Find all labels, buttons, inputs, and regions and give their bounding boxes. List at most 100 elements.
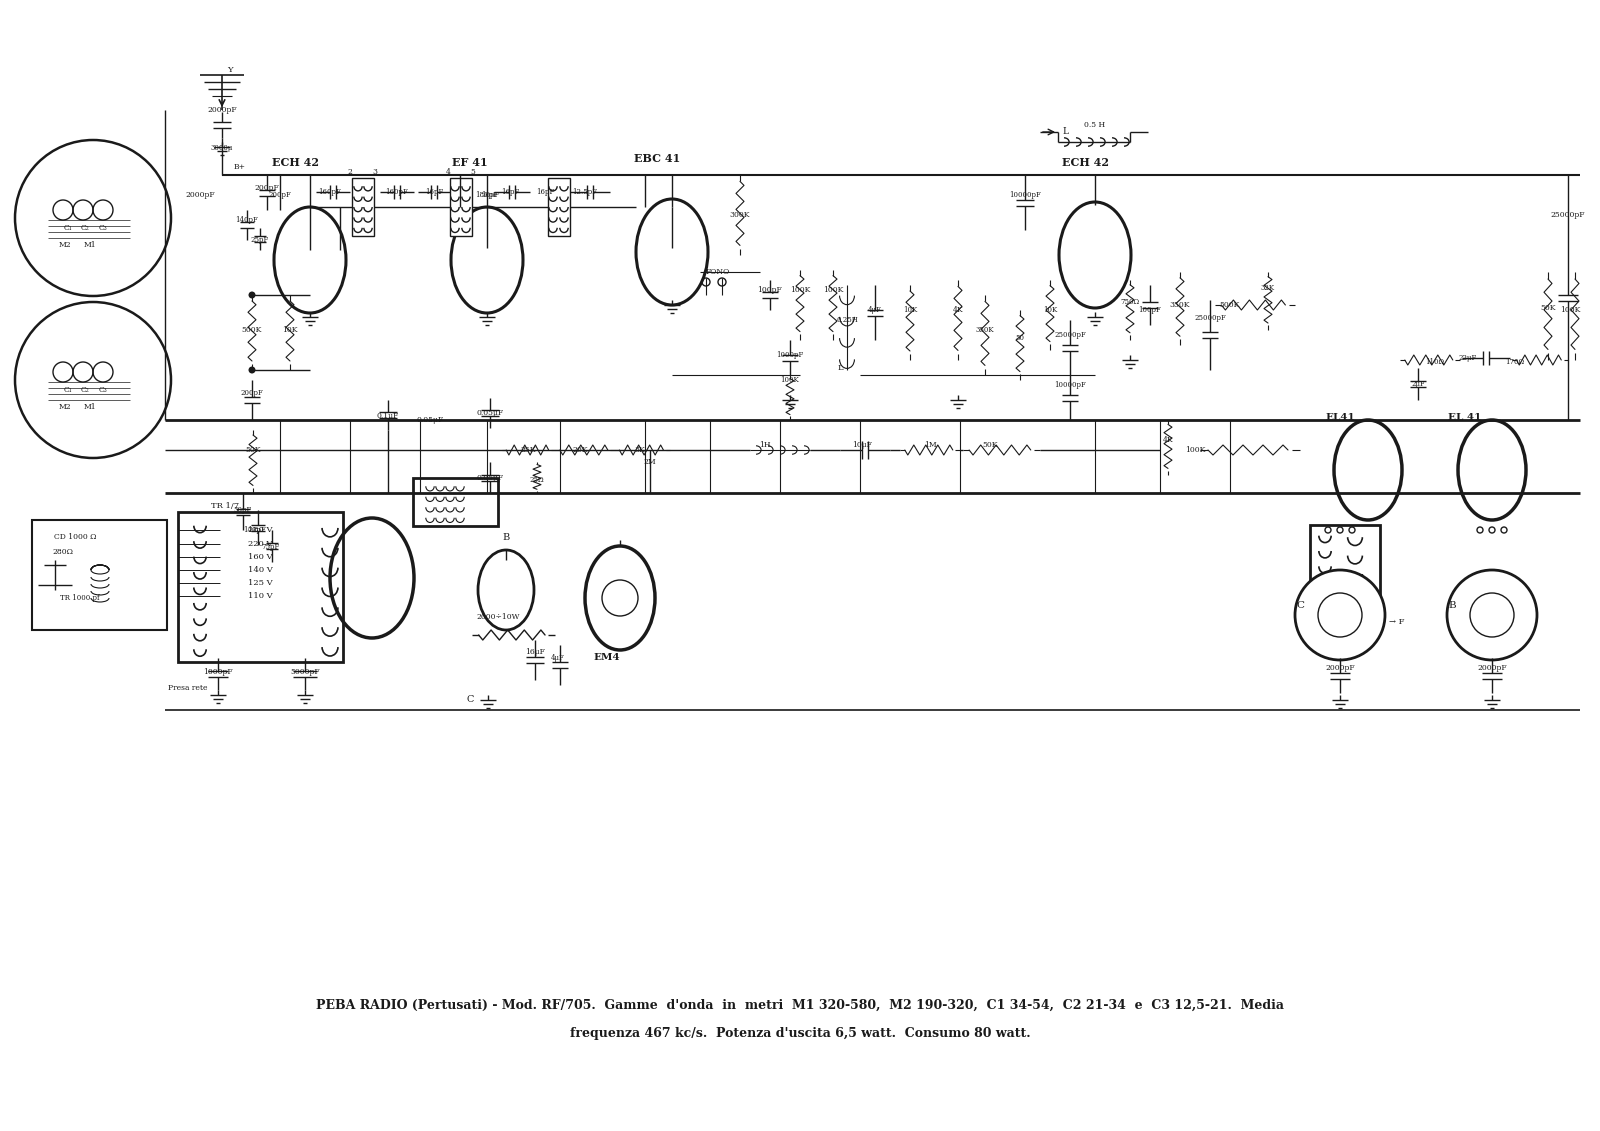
Text: 200pF: 200pF [254, 184, 280, 192]
Text: M1: M1 [83, 403, 96, 411]
Bar [547, 178, 570, 236]
Text: 2000÷10W: 2000÷10W [477, 613, 520, 621]
Text: 180pF: 180pF [475, 191, 498, 199]
Text: 170Ω: 170Ω [1506, 359, 1525, 366]
Text: 4: 4 [445, 169, 451, 176]
Text: 20K: 20K [573, 446, 587, 454]
Text: TR 1/7: TR 1/7 [211, 502, 238, 510]
Text: 5000pF: 5000pF [290, 668, 320, 676]
Ellipse shape [478, 550, 534, 630]
Bar [413, 478, 498, 526]
Text: 10K: 10K [902, 307, 917, 314]
Text: 100pF: 100pF [758, 286, 782, 294]
Circle shape [248, 366, 256, 373]
Text: 200pF: 200pF [269, 191, 291, 199]
Text: 220 V: 220 V [248, 539, 272, 549]
Text: 1000pF: 1000pF [203, 668, 234, 676]
Circle shape [14, 140, 171, 296]
Text: 350K: 350K [976, 326, 994, 334]
Text: ECH 42: ECH 42 [272, 157, 318, 169]
Text: C: C [466, 696, 474, 705]
Text: L: L [1062, 128, 1069, 137]
Bar [450, 178, 472, 236]
Text: 4μF: 4μF [869, 307, 882, 314]
Text: 22μF: 22μF [1459, 354, 1477, 362]
Text: 4K: 4K [952, 307, 963, 314]
Circle shape [14, 302, 171, 458]
Text: 0.25H: 0.25H [837, 316, 858, 323]
Text: 10000pF: 10000pF [1054, 381, 1086, 389]
Text: 0.05μF: 0.05μF [416, 416, 443, 424]
Text: 25K: 25K [520, 446, 536, 454]
Text: 25Ω: 25Ω [530, 476, 544, 484]
Text: C₁: C₁ [64, 224, 72, 232]
Text: 0.05μF: 0.05μF [477, 409, 504, 417]
Ellipse shape [637, 199, 707, 305]
Text: 12.5pF: 12.5pF [573, 188, 597, 196]
Bar [352, 178, 374, 236]
Text: 280 V: 280 V [248, 526, 272, 534]
Text: 200pF: 200pF [240, 389, 264, 397]
Text: 750Ω: 750Ω [1120, 297, 1139, 307]
Text: 2000pF: 2000pF [186, 191, 214, 199]
Ellipse shape [451, 207, 523, 313]
Text: 140pF: 140pF [235, 216, 258, 224]
Text: 10μF: 10μF [853, 441, 872, 449]
Text: 160pF: 160pF [386, 188, 408, 196]
Bar [1310, 525, 1379, 625]
Text: 25000pF: 25000pF [1550, 211, 1586, 219]
Text: 110 V: 110 V [248, 592, 272, 601]
Text: 3000μ: 3000μ [211, 144, 234, 152]
Text: 160pF: 160pF [318, 188, 341, 196]
Text: EL41: EL41 [1325, 414, 1355, 423]
Text: 100K: 100K [1186, 446, 1205, 454]
Text: 10K: 10K [282, 326, 298, 334]
Text: 2000pF: 2000pF [1477, 664, 1507, 672]
Text: 16pF: 16pF [536, 188, 554, 196]
Text: 0.1μF: 0.1μF [378, 412, 398, 420]
Text: 4K: 4K [1163, 435, 1173, 444]
Text: ECH 42: ECH 42 [1061, 157, 1109, 169]
Text: B: B [502, 533, 510, 542]
Circle shape [1294, 570, 1386, 661]
Text: EF 41: EF 41 [453, 157, 488, 169]
Text: L: L [837, 364, 843, 372]
Text: 0.5 H: 0.5 H [1085, 121, 1106, 129]
Text: 5: 5 [470, 169, 475, 176]
Text: 16pF: 16pF [482, 191, 499, 199]
Text: 1M: 1M [923, 441, 936, 449]
Text: 50: 50 [1016, 334, 1024, 342]
Text: 50K: 50K [1541, 304, 1555, 312]
Text: frequenza 467 kc/s.  Potenza d'uscita 6,5 watt.  Consumo 80 watt.: frequenza 467 kc/s. Potenza d'uscita 6,5… [570, 1027, 1030, 1039]
Ellipse shape [330, 518, 414, 638]
Text: 50K: 50K [982, 441, 998, 449]
Text: M1: M1 [83, 241, 96, 249]
Text: FONO: FONO [706, 268, 730, 276]
Text: C: C [1296, 601, 1304, 610]
Text: B+: B+ [234, 163, 246, 171]
Text: 500K: 500K [1219, 301, 1240, 309]
Text: 75pF: 75pF [261, 543, 278, 551]
Ellipse shape [1458, 420, 1526, 520]
Text: C₃: C₃ [99, 386, 107, 394]
Text: 25000pF: 25000pF [1194, 314, 1226, 322]
Text: 25000pF: 25000pF [1054, 331, 1086, 339]
Text: 16μF: 16μF [525, 648, 546, 656]
Text: Y: Y [227, 66, 234, 74]
Text: EL 41: EL 41 [1448, 414, 1482, 423]
Text: → F: → F [1389, 618, 1405, 625]
Bar [178, 512, 342, 662]
Text: 2: 2 [347, 169, 352, 176]
Text: 280Ω: 280Ω [53, 549, 74, 556]
Text: 16pF: 16pF [426, 188, 443, 196]
Bar [32, 520, 166, 630]
Text: TR 1000 pf: TR 1000 pf [61, 594, 99, 602]
Text: 1000pF: 1000pF [776, 351, 803, 359]
Text: 10000pF: 10000pF [1010, 191, 1042, 199]
Text: CD 1000 Ω: CD 1000 Ω [54, 533, 96, 541]
Ellipse shape [586, 546, 654, 650]
Text: 3K: 3K [635, 446, 645, 454]
Text: 10K: 10K [1043, 307, 1058, 314]
Text: M2: M2 [59, 403, 72, 411]
Text: 300K: 300K [730, 211, 750, 219]
